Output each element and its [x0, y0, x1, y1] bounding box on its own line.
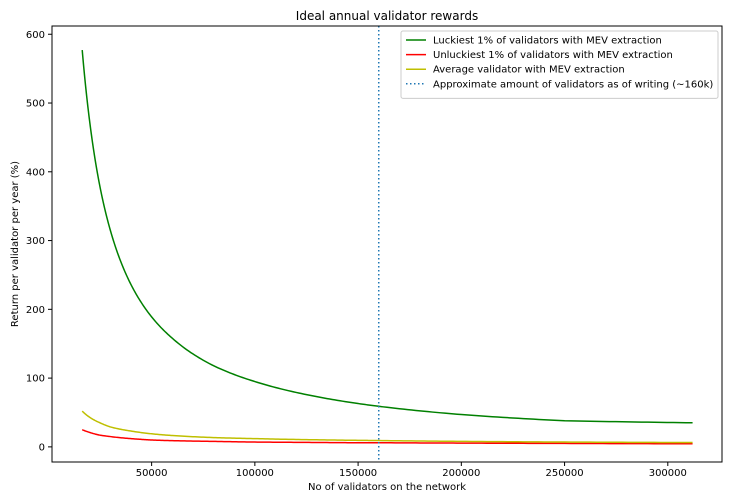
legend-box: [400, 30, 719, 99]
legend-label: Luckiest 1% of validators with MEV extra…: [433, 36, 662, 47]
x-tick-label: 100000: [236, 468, 274, 479]
y-axis-ticks: 0 100 200 300 400 500 600: [26, 30, 52, 453]
y-tick-label: 0: [39, 442, 45, 453]
y-tick-label: 500: [26, 99, 45, 110]
y-tick-label: 100: [26, 374, 45, 385]
legend-label: Average validator with MEV extraction: [433, 65, 625, 76]
x-tick-label: 150000: [339, 468, 377, 479]
chart-title: Ideal annual validator rewards: [296, 9, 478, 23]
series-line-0: [81, 50, 693, 424]
x-tick-label: 50000: [136, 468, 168, 479]
plot-area: [81, 26, 693, 462]
axes-frame: [51, 25, 723, 463]
legend: Luckiest 1% of validators with MEV extra…: [400, 30, 719, 99]
y-tick-label: 400: [26, 167, 45, 178]
series-line-1: [81, 428, 693, 445]
x-tick-label: 300000: [649, 468, 687, 479]
y-tick-label: 600: [26, 30, 45, 41]
legend-label: Unluckiest 1% of validators with MEV ext…: [433, 50, 673, 61]
legend-label: Approximate amount of validators as of w…: [433, 79, 713, 90]
series-line-2: [81, 410, 693, 444]
y-tick-label: 300: [26, 236, 45, 247]
y-axis-label: Return per validator per year (%): [10, 161, 21, 327]
x-tick-label: 200000: [442, 468, 480, 479]
x-tick-label: 250000: [545, 468, 583, 479]
x-axis-label: No of validators on the network: [308, 482, 466, 493]
x-axis-ticks: 50000 100000 150000 200000 250000 300000: [136, 462, 687, 479]
y-tick-label: 200: [26, 305, 45, 316]
